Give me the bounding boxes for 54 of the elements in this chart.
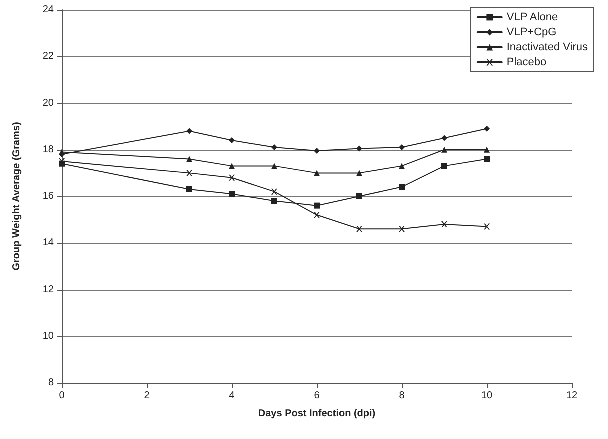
point <box>356 194 362 200</box>
y-tick-label: 24 <box>42 4 54 16</box>
x-axis-title: Days Post Infection (dpi) <box>258 408 376 420</box>
point <box>442 146 448 153</box>
point <box>186 156 192 162</box>
y-tick-label: 16 <box>42 191 54 202</box>
x-tick-label: 6 <box>314 390 320 402</box>
point <box>272 144 278 151</box>
point <box>442 163 448 170</box>
point <box>272 198 278 204</box>
point <box>229 138 235 144</box>
legend-label: VLP Alone <box>506 12 558 24</box>
x-tick-label: 4 <box>229 390 236 402</box>
x-tick-label: 2 <box>144 390 150 402</box>
point <box>356 226 362 232</box>
point <box>442 135 448 142</box>
point <box>399 184 405 190</box>
point <box>399 226 405 232</box>
point <box>229 163 235 170</box>
point <box>272 188 278 195</box>
legend-label: VLP+CpG <box>506 26 557 38</box>
y-tick-label: 20 <box>42 98 54 109</box>
point <box>356 170 362 176</box>
point <box>356 146 362 152</box>
x-tick-label: 8 <box>399 390 406 402</box>
y-tick-label: 14 <box>42 238 54 249</box>
point <box>229 174 235 181</box>
y-axis-title: Group Weight Average (Grams) <box>12 122 22 271</box>
point <box>314 148 320 154</box>
point <box>484 146 490 153</box>
y-tick-label: 18 <box>42 144 54 156</box>
point <box>272 163 278 170</box>
y-tick-label: 8 <box>48 378 54 388</box>
point <box>484 224 490 230</box>
y-tick-label: 10 <box>42 330 54 342</box>
legend-label: Placebo <box>506 56 547 68</box>
y-tick-label: 22 <box>42 51 54 62</box>
point <box>314 170 320 176</box>
legend-label: Inactivated Virus <box>506 42 588 54</box>
point <box>399 163 405 170</box>
point <box>314 202 320 209</box>
point <box>399 144 405 151</box>
point <box>229 191 235 198</box>
point <box>186 186 192 193</box>
x-tick-label: 12 <box>566 390 578 402</box>
x-tick-label: 0 <box>59 390 66 402</box>
point <box>484 126 490 132</box>
x-tick-label: 10 <box>481 390 493 402</box>
point <box>442 221 448 228</box>
y-tick-label: 12 <box>42 284 54 296</box>
point <box>484 156 490 162</box>
point <box>186 170 192 176</box>
point <box>186 128 192 134</box>
point <box>314 212 320 218</box>
